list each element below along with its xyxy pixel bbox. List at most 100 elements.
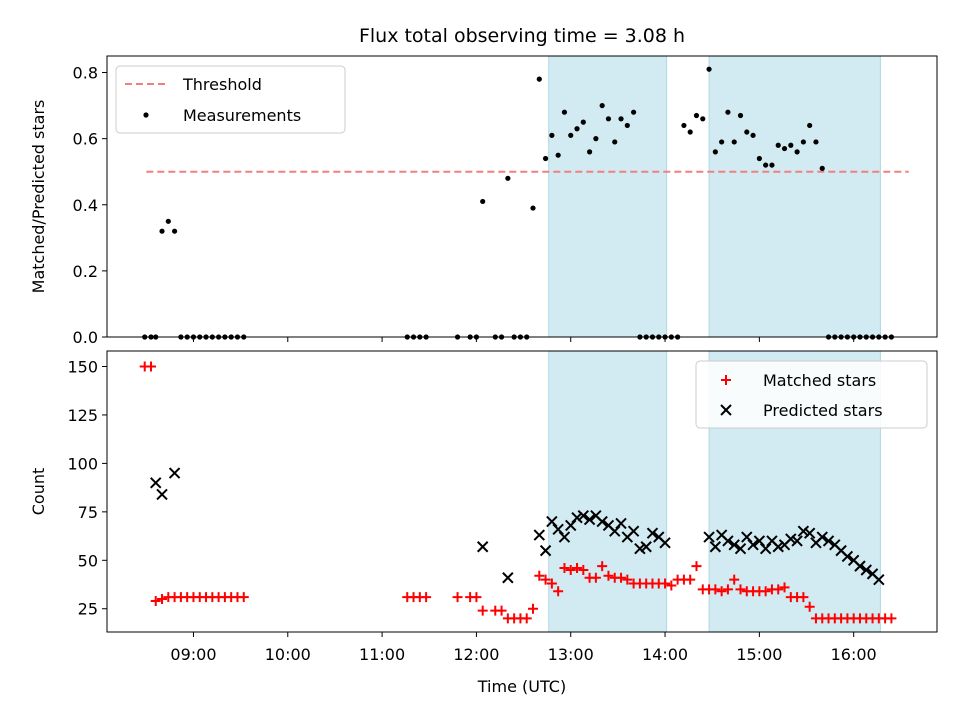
predicted-point (476, 541, 489, 553)
measurement-point (693, 112, 700, 119)
y-axis-label: Matched/Predicted stars (29, 100, 48, 294)
y-tick-label: 0.4 (73, 196, 98, 215)
predicted-point (533, 529, 545, 541)
measurement-point (706, 66, 712, 72)
measurement-point (769, 162, 775, 168)
matched-point (546, 578, 557, 589)
matched-point (157, 594, 168, 605)
matched-point (616, 572, 627, 583)
measurement-point (807, 122, 813, 129)
measurement-point (719, 139, 725, 145)
legend-box (115, 65, 346, 134)
predicted-point (539, 544, 552, 557)
matched-point (773, 584, 784, 595)
predicted-point (741, 531, 753, 543)
measurement-point (561, 109, 568, 115)
predicted-point (797, 525, 810, 537)
predicted-point (627, 525, 640, 537)
predicted-point (772, 541, 784, 553)
matched-point (528, 603, 539, 614)
measurement-point (775, 142, 781, 148)
measurement-point (505, 175, 511, 181)
x-tick-label: 16:00 (831, 645, 877, 664)
y-axis-label: Count (29, 468, 48, 516)
measurement-point (794, 149, 800, 155)
predicted-point (873, 573, 885, 586)
predicted-point (596, 515, 608, 528)
predicted-point (571, 511, 583, 524)
measurement-point (763, 162, 769, 168)
matched-point (779, 582, 790, 593)
legend-matched-label: Matched stars (763, 371, 876, 390)
predicted-point (816, 531, 828, 543)
x-tick-label: 13:00 (548, 645, 594, 664)
shaded-interval (548, 55, 668, 338)
measurement-point (750, 132, 756, 138)
predicted-point (728, 539, 740, 551)
measurement-point (737, 112, 744, 119)
matched-point (735, 584, 746, 595)
matched-point (760, 586, 771, 597)
predicted-point (609, 525, 621, 537)
predicted-point (703, 531, 715, 543)
legend-predicted-label: Predicted stars (763, 401, 883, 420)
predicted-point (150, 477, 162, 489)
legend-measurement-swatch (143, 112, 149, 118)
matched-point (146, 361, 157, 372)
matched-point (804, 601, 815, 612)
matched-point (496, 605, 507, 616)
predicted-point (583, 513, 596, 526)
axes-frame (106, 55, 938, 338)
matched-point (798, 592, 809, 603)
matched-point (553, 586, 564, 597)
measurement-point (586, 149, 593, 155)
matched-point (477, 605, 488, 616)
matched-point (534, 570, 545, 581)
predicted-point (709, 541, 722, 553)
y-tick-label: 0.6 (73, 130, 98, 149)
measurement-point (593, 136, 599, 142)
x-tick-label: 14:00 (642, 645, 688, 664)
matched-point (540, 574, 551, 585)
matched-point (578, 564, 589, 575)
matched-point (471, 592, 482, 603)
predicted-point (640, 541, 652, 553)
predicted-point (615, 517, 627, 530)
chart-title: Flux total observing time = 3.08 h (359, 25, 685, 47)
measurement-point (568, 132, 574, 138)
measurement-point (159, 228, 165, 234)
predicted-point (860, 564, 872, 576)
y-tick-label: 125 (67, 406, 98, 425)
matched-point (421, 592, 432, 603)
predicted-point (822, 535, 835, 547)
measurement-point (549, 132, 555, 138)
legend: Threshold Measurements (115, 65, 346, 134)
predicted-point (565, 519, 577, 532)
measurement-point (700, 116, 706, 122)
measurement-point (681, 122, 687, 129)
measurement-point (800, 139, 806, 145)
matched-point (729, 574, 740, 585)
x-tick-label: 10:00 (265, 645, 311, 664)
matched-point (150, 595, 161, 606)
matched-point (238, 592, 249, 603)
measurement-point (618, 116, 624, 122)
predicted-point (747, 539, 759, 551)
measurement-point (744, 129, 750, 135)
measurement-point (536, 76, 542, 82)
predicted-point (785, 533, 797, 545)
matched-point (452, 592, 463, 603)
matched-point (886, 613, 897, 624)
x-tick-label: 11:00 (359, 645, 405, 664)
measurement-point (530, 205, 536, 211)
legend-matched-swatch (721, 375, 731, 385)
measurement-point (599, 102, 605, 109)
legend-box (695, 360, 928, 429)
y-tick-label: 50 (78, 551, 98, 570)
measurement-point (580, 119, 586, 125)
predicted-point (168, 467, 181, 479)
measurement-point (781, 145, 788, 152)
matched-point (597, 561, 608, 572)
matched-point (622, 574, 633, 585)
